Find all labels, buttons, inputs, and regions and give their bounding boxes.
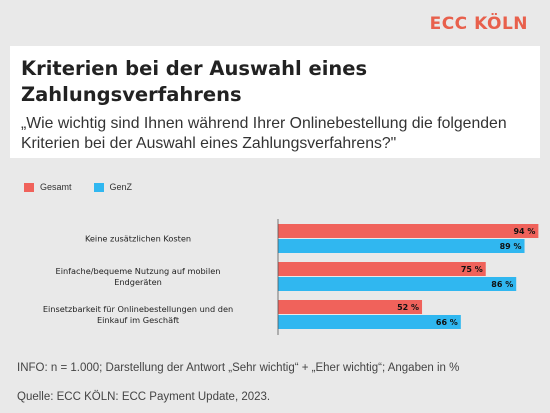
value-label-gesamt-2: 52 %: [397, 303, 419, 312]
value-label-genz-1: 86 %: [491, 280, 513, 289]
category-label-2-0: Einsetzbarkeit für Onlinebestellungen un…: [43, 304, 233, 314]
bar-gesamt-1: [278, 262, 486, 276]
footer-info: INFO: n = 1.000; Darstellung der Antwort…: [17, 362, 460, 374]
legend-label-gesamt: Gesamt: [40, 182, 72, 192]
category-label-2-1: Einkauf im Geschäft: [97, 315, 180, 325]
title-box: Kriterien bei der Auswahl eines Zahlungs…: [10, 46, 540, 158]
category-label-0-0: Keine zusätzlichen Kosten: [85, 234, 191, 244]
bar-genz-0: [278, 239, 525, 253]
legend-swatch-gesamt: [24, 182, 34, 192]
chart-legend: Gesamt GenZ: [24, 182, 154, 192]
bar-genz-2: [278, 315, 461, 329]
value-label-genz-2: 66 %: [436, 318, 458, 327]
value-label-gesamt-0: 94 %: [513, 227, 535, 236]
bar-gesamt-2: [278, 300, 423, 314]
page-subtitle: „Wie wichtig sind Ihnen während Ihrer On…: [21, 115, 507, 152]
category-label-1-1: Endgeräten: [114, 277, 162, 287]
value-label-genz-0: 89 %: [500, 242, 522, 251]
page-title: Kriterien bei der Auswahl eines Zahlungs…: [21, 57, 368, 106]
legend-swatch-genz: [93, 182, 104, 192]
value-label-gesamt-1: 75 %: [461, 265, 483, 274]
footer-source: Quelle: ECC KÖLN: ECC Payment Update, 20…: [17, 391, 271, 403]
legend-item-gesamt: Gesamt: [24, 182, 72, 192]
category-label-1-0: Einfache/bequeme Nutzung auf mobilen: [56, 266, 221, 276]
brand-logo: ECC KÖLN: [429, 14, 528, 34]
bar-genz-1: [278, 277, 517, 291]
legend-item-genz: GenZ: [93, 182, 133, 192]
bar-gesamt-0: [278, 224, 539, 238]
legend-label-genz: GenZ: [109, 182, 133, 192]
